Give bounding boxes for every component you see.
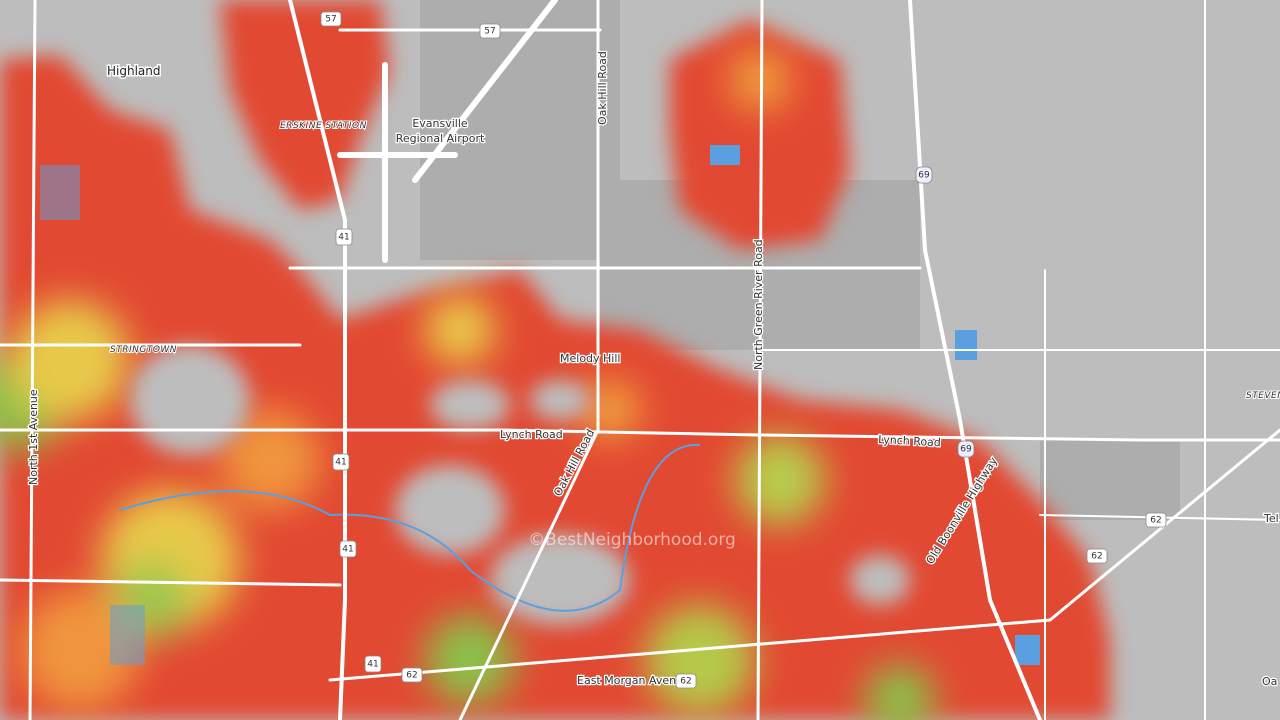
route-shield: 62 <box>1086 548 1108 564</box>
shield-number: 62 <box>680 677 691 687</box>
route-shields: 57 57 41 41 41 41 69 69 62 62 62 62 <box>320 11 1167 689</box>
route-shield: 62 <box>401 667 423 683</box>
road-label: Oa <box>1262 675 1277 688</box>
shield-number: 41 <box>338 233 349 243</box>
shield-number: 57 <box>325 15 336 25</box>
route-shield: 62 <box>675 673 697 689</box>
district-label: ERSKINE STATION <box>280 121 367 131</box>
watermark: ©BestNeighborhood.org <box>528 530 736 550</box>
road-label: Lynch Road <box>500 428 563 441</box>
route-shield: 57 <box>320 11 342 27</box>
road-label: North 1st Avenue <box>27 389 40 485</box>
route-shield: 57 <box>479 23 501 39</box>
road-label: Lynch Road <box>878 433 941 449</box>
road-label: East Morgan Avenue <box>577 674 690 687</box>
district-label: STRINGTOWN <box>110 345 177 355</box>
water <box>40 145 1040 665</box>
road-label: Oak Hill Road <box>596 51 609 125</box>
shield-number: 41 <box>342 545 353 555</box>
route-shield: 69 <box>915 166 933 184</box>
route-shield: 41 <box>335 228 353 246</box>
heat-hotspots <box>0 50 935 720</box>
shield-number: 69 <box>960 445 972 455</box>
route-shield: 41 <box>332 453 350 471</box>
road-label: North Green River Road <box>752 239 765 370</box>
shield-number: 41 <box>335 458 346 468</box>
shield-number: 62 <box>1091 552 1102 562</box>
road-label: Tel <box>1263 512 1279 525</box>
route-shield: 41 <box>364 655 382 673</box>
shield-number: 69 <box>918 171 930 181</box>
airport-label: Regional Airport <box>396 132 485 145</box>
district-label: STEVEN <box>1246 391 1280 401</box>
shield-number: 41 <box>367 660 378 670</box>
route-shield: 41 <box>339 540 357 558</box>
airport-label: Evansville <box>412 117 468 130</box>
shield-number: 62 <box>1150 516 1161 526</box>
place-label: Melody Hill <box>560 352 620 365</box>
place-label: Highland <box>107 64 161 78</box>
shield-number: 57 <box>484 27 495 37</box>
route-shield: 62 <box>1145 512 1167 528</box>
shield-number: 62 <box>406 671 417 681</box>
place-labels: Highland ERSKINE STATION Evansville Regi… <box>106 63 1280 403</box>
route-shield: 69 <box>957 440 975 458</box>
